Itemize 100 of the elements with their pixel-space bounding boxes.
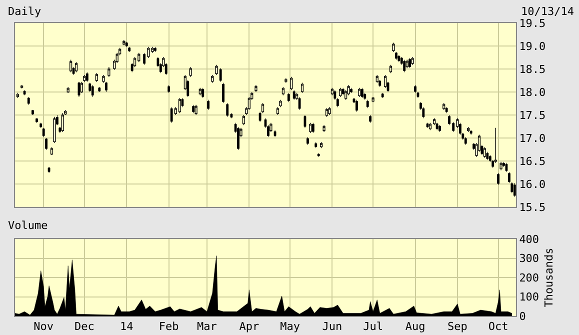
candlestick <box>306 136 309 146</box>
candlestick <box>500 162 502 171</box>
candlestick <box>45 138 48 150</box>
candlestick <box>428 122 432 131</box>
candlestick <box>328 106 331 116</box>
candlestick <box>330 88 334 96</box>
candlestick <box>287 92 290 102</box>
x-tick-label: 14 <box>120 320 134 334</box>
candlestick <box>70 59 72 73</box>
candlestick <box>366 100 369 108</box>
x-tick-label: Sep <box>448 320 468 334</box>
candlestick <box>226 102 229 118</box>
candlestick <box>426 122 429 128</box>
candlestick <box>170 106 173 124</box>
candlestick <box>406 59 408 68</box>
chart-title: Daily <box>8 5 42 18</box>
candlestick <box>347 84 350 96</box>
candlestick <box>261 102 264 114</box>
candlestick <box>292 90 296 100</box>
candlestick <box>154 46 156 52</box>
candlestick <box>50 146 54 156</box>
candlestick <box>282 86 284 96</box>
candlestick <box>242 114 246 126</box>
y-tick-label: 17.0 <box>519 132 546 145</box>
candlestick <box>91 84 94 98</box>
candlestick <box>403 60 406 72</box>
candlestick <box>74 62 78 73</box>
candlestick <box>80 82 84 94</box>
candlestick <box>95 72 98 82</box>
candlestick <box>42 128 45 138</box>
candlestick <box>258 112 262 122</box>
x-tick-label: Feb <box>158 320 179 334</box>
candlestick <box>384 74 387 88</box>
candlestick <box>312 122 314 134</box>
candlestick <box>309 122 312 134</box>
candlestick <box>360 88 364 98</box>
candlestick <box>398 54 400 62</box>
candlestick <box>304 114 306 128</box>
candlestick <box>219 68 222 82</box>
candlestick <box>467 126 470 132</box>
y-tick-label: 15.5 <box>519 200 546 214</box>
candlestick <box>23 90 26 96</box>
candlestick <box>78 82 80 98</box>
candlestick <box>237 126 240 150</box>
text: 10/13/14 <box>521 5 574 18</box>
candlestick <box>32 110 34 116</box>
candlestick <box>300 82 304 94</box>
candlestick <box>122 40 126 46</box>
candlestick <box>222 82 224 104</box>
candlestick <box>192 104 195 114</box>
candlestick <box>497 172 500 186</box>
y-tick-label: 400 <box>519 232 540 246</box>
y-tick-label: 19.0 <box>519 40 546 53</box>
y-tick-label: 18.0 <box>519 86 546 99</box>
candlestick <box>442 102 446 110</box>
candlestick <box>83 74 86 82</box>
candlestick <box>125 42 128 48</box>
x-tick-label: Oct <box>488 320 508 334</box>
candlestick <box>36 118 38 124</box>
x-tick-label: Mar <box>197 320 218 334</box>
candlestick <box>298 96 301 110</box>
candlestick <box>320 142 323 148</box>
candlestick <box>254 84 258 92</box>
candlestick <box>510 182 514 194</box>
x-tick-label: Apr <box>239 320 260 334</box>
candlestick <box>276 106 280 116</box>
x-tick-label: Dec <box>74 320 94 334</box>
candlestick <box>86 72 88 82</box>
candlestick <box>211 74 214 84</box>
candlestick <box>438 124 441 132</box>
candlestick <box>284 78 288 84</box>
candlestick <box>134 56 136 68</box>
candlestick <box>108 66 110 78</box>
candlestick <box>389 64 392 74</box>
candlestick <box>274 130 276 138</box>
candlestick <box>350 88 352 94</box>
y-tick-label: 16.5 <box>519 154 546 168</box>
candlestick <box>513 182 516 198</box>
candlestick <box>508 172 510 184</box>
candlestick <box>372 96 374 102</box>
chart-title: Volume <box>8 219 48 232</box>
candlestick <box>464 136 467 146</box>
candlestick <box>317 152 320 158</box>
candlestick <box>392 42 395 52</box>
candlestick <box>408 58 412 68</box>
candlestick <box>358 88 361 98</box>
x-tick-label: Aug <box>405 320 426 334</box>
candlestick <box>178 98 182 114</box>
candlestick <box>194 104 198 116</box>
candlestick <box>394 52 398 60</box>
candlestick <box>445 106 448 114</box>
candlestick <box>189 66 192 78</box>
candlestick <box>505 162 508 172</box>
y-tick-label: 0 <box>519 310 526 323</box>
candlestick <box>322 124 326 132</box>
candlestick <box>207 100 210 110</box>
y-tick-label: 18.5 <box>519 62 546 76</box>
candlestick <box>202 88 204 98</box>
y-tick-label: 17.5 <box>519 108 546 122</box>
x-tick-label: Jul <box>363 320 383 334</box>
